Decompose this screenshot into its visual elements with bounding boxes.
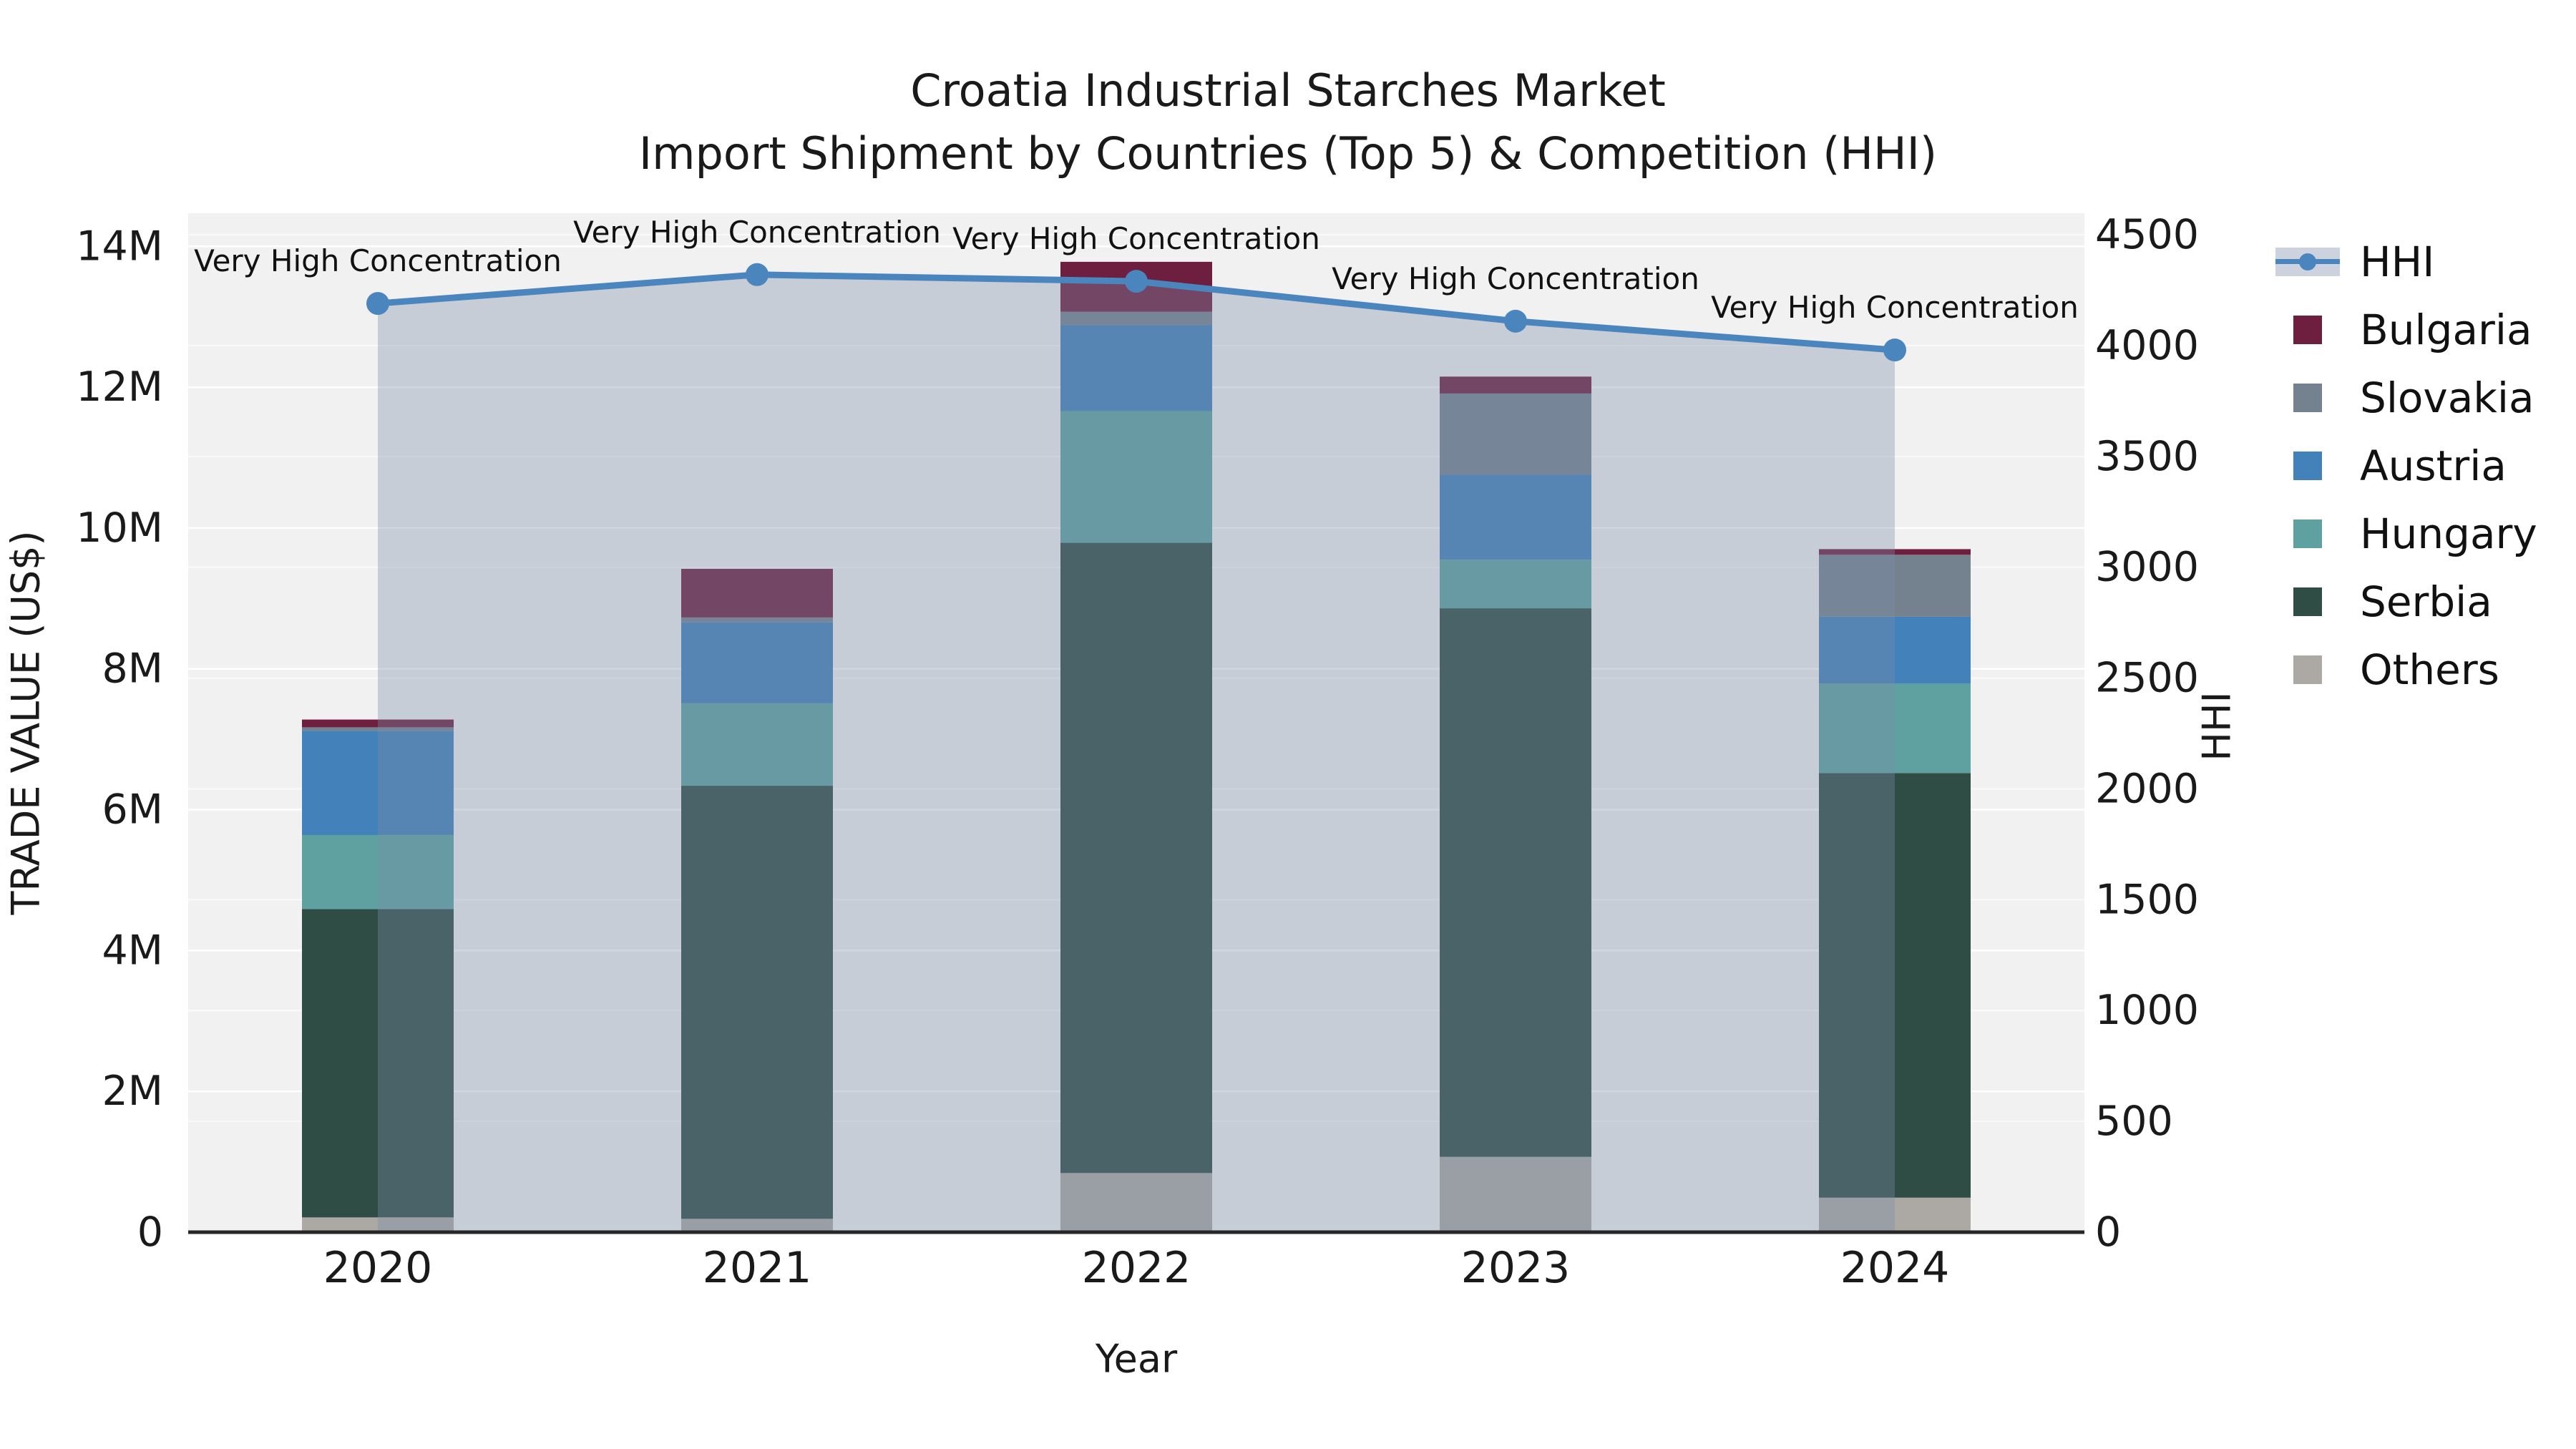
- bar-austria-2024: [1819, 616, 1971, 684]
- left-axis-title: TRADE VALUE (US$): [3, 530, 49, 915]
- legend-label: Serbia: [2360, 577, 2492, 626]
- bar-others-2024: [1819, 1197, 1971, 1232]
- bar-slovakia-2022: [1060, 311, 1212, 326]
- legend-item-austria: Austria: [2275, 431, 2576, 499]
- bar-bulgaria-2021: [681, 568, 833, 618]
- bar-hungary-2024: [1819, 683, 1971, 774]
- bar-austria-2022: [1060, 325, 1212, 411]
- right-tick-label: 4500: [2095, 211, 2199, 258]
- annotation-2020: Very High Concentration: [194, 243, 562, 278]
- annotation-2024: Very High Concentration: [1711, 290, 2079, 325]
- left-tick-label: 2M: [102, 1068, 163, 1115]
- legend-square-swatch: [2275, 383, 2340, 412]
- annotation-2023: Very High Concentration: [1332, 261, 1699, 296]
- bar-others-2020: [302, 1217, 454, 1232]
- legend-square-swatch: [2275, 587, 2340, 616]
- legend-label: HHI: [2360, 237, 2435, 286]
- bar-bulgaria-2023: [1440, 376, 1591, 394]
- bar-serbia-2023: [1440, 608, 1591, 1157]
- right-tick-label: 4000: [2095, 322, 2199, 369]
- left-tick-label: 8M: [102, 645, 163, 693]
- legend-item-bulgaria: Bulgaria: [2275, 296, 2576, 364]
- legend-label: Others: [2360, 645, 2499, 694]
- hhi-point-2024: [1883, 338, 1906, 362]
- left-tick-label: 6M: [102, 786, 163, 834]
- bar-serbia-2024: [1819, 773, 1971, 1198]
- x-axis-title: Year: [1095, 1336, 1178, 1382]
- bar-slovakia-2023: [1440, 393, 1591, 475]
- bar-others-2023: [1440, 1156, 1591, 1232]
- legend-square-swatch: [2275, 655, 2340, 684]
- bar-slovakia-2024: [1819, 555, 1971, 617]
- bar-austria-2021: [681, 622, 833, 703]
- bar-hungary-2022: [1060, 411, 1212, 543]
- legend-item-hungary: Hungary: [2275, 499, 2576, 567]
- bar-austria-2020: [302, 731, 454, 835]
- x-tick-label-2023: 2023: [1461, 1243, 1571, 1293]
- bar-hungary-2020: [302, 834, 454, 909]
- legend: HHI Bulgaria Slovakia Austria Hungary Serbia O…: [2275, 228, 2576, 703]
- x-tick-label-2022: 2022: [1082, 1243, 1191, 1293]
- left-tick-label: 10M: [76, 504, 163, 552]
- right-tick-label: 3500: [2095, 433, 2199, 480]
- bar-serbia-2022: [1060, 542, 1212, 1174]
- x-tick-label-2024: 2024: [1840, 1243, 1950, 1293]
- bar-serbia-2020: [302, 909, 454, 1218]
- hhi-area: [378, 274, 1895, 1232]
- left-tick-label: 4M: [102, 927, 163, 974]
- left-tick-label: 0: [137, 1209, 163, 1256]
- legend-label: Austria: [2360, 441, 2507, 490]
- annotation-2022: Very High Concentration: [952, 221, 1320, 256]
- chart-title: Croatia Industrial Starches Market: [910, 64, 1666, 117]
- legend-label: Hungary: [2360, 509, 2537, 558]
- bar-slovakia-2021: [681, 617, 833, 623]
- hhi-point-2020: [366, 292, 389, 316]
- bar-bulgaria-2020: [302, 719, 454, 728]
- bar-serbia-2021: [681, 786, 833, 1219]
- right-tick-label: 2500: [2095, 655, 2199, 702]
- legend-square-swatch: [2275, 519, 2340, 548]
- bar-slovakia-2020: [302, 727, 454, 731]
- bar-hungary-2021: [681, 703, 833, 786]
- legend-item-serbia: Serbia: [2275, 567, 2576, 635]
- right-tick-label: 2000: [2095, 765, 2199, 812]
- bar-others-2022: [1060, 1173, 1212, 1232]
- legend-square-swatch: [2275, 451, 2340, 480]
- x-tick-label-2020: 2020: [323, 1243, 433, 1293]
- right-tick-label: 1000: [2095, 987, 2199, 1034]
- legend-square-swatch: [2275, 315, 2340, 344]
- legend-item-hhi: HHI: [2275, 228, 2576, 296]
- legend-label: Slovakia: [2360, 373, 2534, 422]
- x-tick-label-2021: 2021: [703, 1243, 812, 1293]
- bar-others-2021: [681, 1219, 833, 1232]
- annotation-2021: Very High Concentration: [573, 215, 941, 250]
- legend-label: Bulgaria: [2360, 305, 2532, 354]
- right-axis-title: HHI: [2194, 691, 2240, 761]
- bar-austria-2023: [1440, 474, 1591, 560]
- right-tick-label: 0: [2095, 1209, 2121, 1256]
- left-tick-label: 14M: [76, 223, 163, 270]
- bar-hungary-2023: [1440, 560, 1591, 609]
- legend-item-slovakia: Slovakia: [2275, 364, 2576, 431]
- hhi-point-2021: [746, 263, 769, 286]
- hhi-point-2022: [1125, 270, 1148, 293]
- legend-line-swatch: [2275, 247, 2340, 276]
- chart-subtitle: Import Shipment by Countries (Top 5) & C…: [638, 127, 1938, 180]
- right-tick-label: 3000: [2095, 544, 2199, 591]
- hhi-point-2023: [1504, 309, 1527, 333]
- right-tick-label: 1500: [2095, 876, 2199, 923]
- left-tick-label: 12M: [76, 364, 163, 411]
- bar-bulgaria-2024: [1819, 549, 1971, 555]
- right-tick-label: 500: [2095, 1098, 2173, 1145]
- legend-item-others: Others: [2275, 635, 2576, 703]
